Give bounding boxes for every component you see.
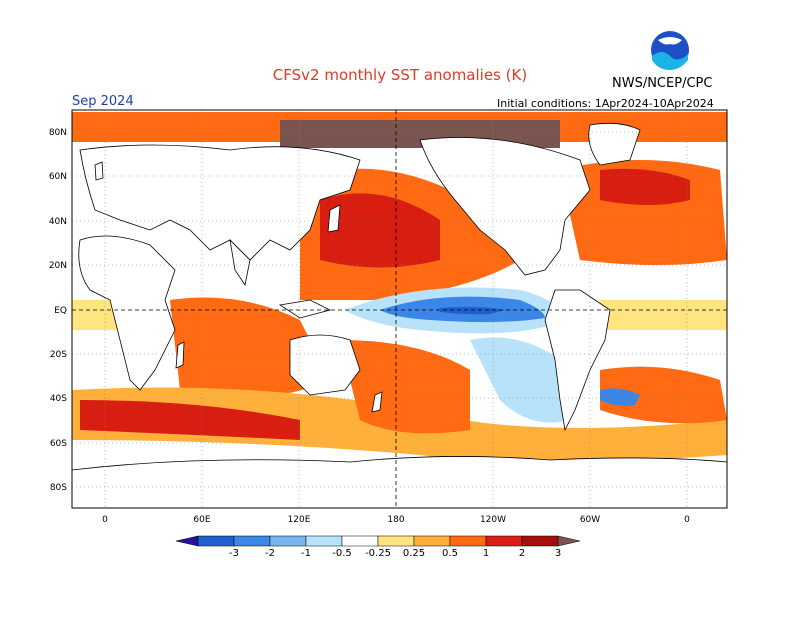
- eurasia: [79, 144, 361, 261]
- colorbar-level-label: 3: [555, 548, 561, 559]
- map-field: [72, 110, 727, 508]
- colorbar-swatch: [197, 535, 235, 547]
- latitude-label: 20S: [50, 350, 67, 360]
- maritime-continent: [278, 299, 332, 319]
- colorbar-min-arrow: [175, 535, 199, 547]
- colorbar-swatch: [521, 535, 559, 547]
- north-pacific-strong-warm: [320, 193, 440, 268]
- longitude-label: 60E: [193, 515, 210, 525]
- madagascar: [175, 341, 185, 369]
- british-isles: [94, 161, 104, 181]
- colorbar-swatch: [413, 535, 451, 547]
- longitude-label: 0: [684, 515, 690, 525]
- longitude-label: 120E: [288, 515, 311, 525]
- india: [229, 238, 251, 287]
- colorbar-level-label: -2: [265, 548, 275, 559]
- colorbar-level-label: 0.5: [442, 548, 458, 559]
- colorbar-swatch: [269, 535, 307, 547]
- latitude-label: 80S: [50, 483, 67, 493]
- land-masses: [72, 122, 727, 508]
- colorbar-level-label: -3: [229, 548, 239, 559]
- latitude-labels: 80N 60N 40N 20N EQ 20S 40S 60S 80S: [49, 128, 67, 493]
- latitude-label: 40S: [50, 394, 67, 404]
- latitude-label: 60S: [50, 439, 67, 449]
- latitude-label: 60N: [49, 172, 67, 182]
- equatorial-atlantic-mild: [600, 300, 727, 330]
- agency-label: NWS/NCEP/CPC: [612, 76, 713, 91]
- south-atlantic-warm: [600, 366, 727, 424]
- latitude-label: 80N: [49, 128, 67, 138]
- longitude-label: 120W: [480, 515, 506, 525]
- equatorial-pacific-cold-core: [440, 306, 505, 315]
- colorbar-level-label: -0.5: [332, 548, 352, 559]
- australia: [289, 334, 361, 396]
- colorbar-level-label: 1: [483, 548, 489, 559]
- colorbar-swatch: [377, 535, 415, 547]
- south-america: [544, 289, 611, 432]
- longitude-label: 0: [102, 515, 108, 525]
- colorbar-swatch: [485, 535, 523, 547]
- map-title: CFSv2 monthly SST anomalies (K): [272, 66, 528, 84]
- noaa-logo-icon: [651, 31, 689, 70]
- colorbar: -3 -2 -1 -0.5 -0.25 0.25 0.5 1 2 3: [175, 535, 581, 559]
- colorbar-swatch: [233, 535, 271, 547]
- colorbar-level-label: -1: [301, 548, 311, 559]
- colorbar-level-label: 2: [519, 548, 525, 559]
- latitude-label: EQ: [54, 306, 67, 316]
- longitude-label: 60W: [580, 515, 600, 525]
- southern-indian-strong-warm: [80, 400, 300, 440]
- south-atlantic-cool-patch: [600, 388, 640, 406]
- new-zealand: [371, 391, 383, 413]
- colorbar-level-label: 0.25: [403, 548, 425, 559]
- north-america: [419, 137, 591, 276]
- colorbar-swatch: [341, 535, 379, 547]
- colorbar-max-arrow: [557, 535, 581, 547]
- north-atlantic-strong-warm: [600, 168, 690, 205]
- initial-conditions: Initial conditions: 1Apr2024-10Apr2024: [497, 97, 714, 110]
- equator-dateline: [72, 110, 727, 508]
- africa: [78, 235, 176, 391]
- forecast-period: Sep 2024: [72, 94, 134, 109]
- colorbar-swatch: [449, 535, 487, 547]
- colorbar-level-label: -0.25: [365, 548, 391, 559]
- map-frame: [71, 109, 728, 509]
- latitude-label: 20N: [49, 261, 67, 271]
- colorbar-swatch: [305, 535, 343, 547]
- longitude-labels: 0 60E 120E 180 120W 60W 0: [102, 515, 690, 525]
- southeast-pacific-cool: [470, 337, 570, 423]
- japan: [327, 204, 341, 233]
- latitude-label: 40N: [49, 217, 67, 227]
- greenland: [588, 122, 641, 166]
- longitude-label: 180: [387, 515, 404, 525]
- antarctica: [72, 456, 727, 508]
